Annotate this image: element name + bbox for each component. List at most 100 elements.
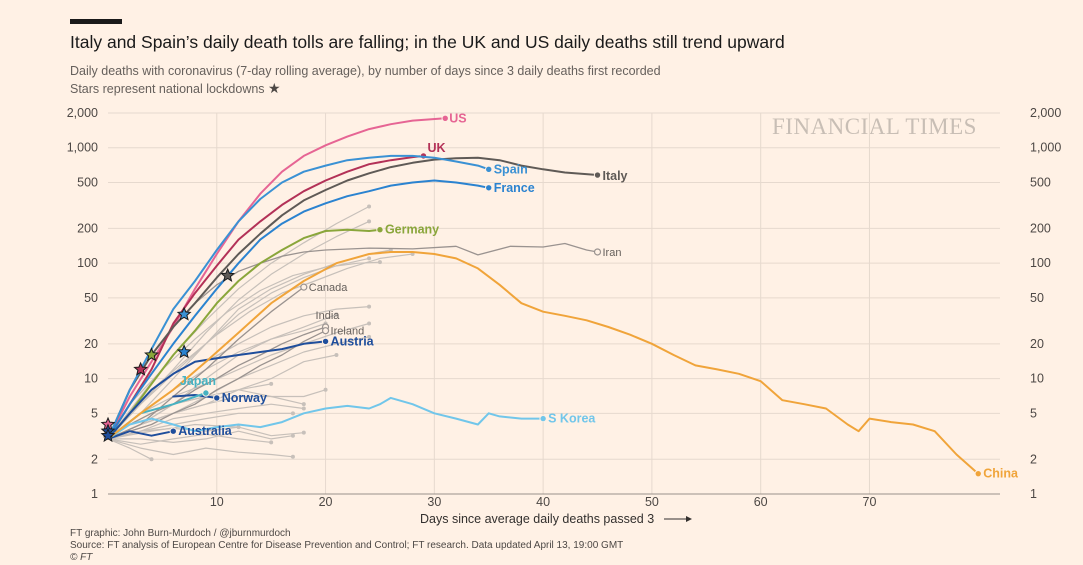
- background-series-endpoint: [323, 387, 328, 392]
- background-series-endpoint: [269, 381, 274, 386]
- x-axis-label: Days since average daily deaths passed 3: [420, 512, 654, 526]
- background-series-endpoint: [334, 353, 339, 358]
- y-tick-label-left: 2: [91, 452, 98, 466]
- series-line-uk: [107, 154, 425, 440]
- series-endpoint-germany: [376, 225, 384, 234]
- y-tick-label-left: 100: [77, 256, 98, 270]
- series-line-germany: [107, 228, 381, 440]
- series-endpoint-iran: [593, 248, 602, 256]
- series-line-canada: [107, 286, 305, 440]
- y-tick-label-left: 10: [84, 372, 98, 386]
- series-label-norway: Norway: [222, 391, 267, 405]
- y-tick-label-right: 1,000: [1030, 141, 1061, 155]
- series-label-uk: UK: [427, 141, 445, 155]
- series-line-australia: [107, 430, 175, 440]
- series-endpoint-norway: [213, 394, 221, 402]
- series-label-s-korea: S Korea: [548, 412, 596, 426]
- series-line-france: [107, 179, 490, 440]
- background-series-line: [107, 322, 370, 440]
- y-tick-label-right: 50: [1030, 291, 1044, 305]
- background-series-endpoint: [367, 304, 372, 309]
- background-series-endpoint: [377, 260, 382, 265]
- y-tick-label-left: 5: [91, 406, 98, 420]
- series-label-canada: Canada: [309, 282, 348, 294]
- series-endpoint-china: [974, 469, 982, 478]
- lockdown-star-france: [176, 344, 192, 359]
- background-series-line: [108, 430, 293, 443]
- series-label-france: France: [494, 181, 535, 195]
- series-label-australia: Australia: [178, 424, 233, 438]
- series-line-ireland: [107, 330, 326, 440]
- series-endpoint-italy: [593, 171, 602, 179]
- background-series-line: [107, 426, 304, 440]
- background-series-endpoint: [367, 334, 372, 339]
- background-series-endpoint: [367, 321, 372, 326]
- y-tick-label-left: 1,000: [67, 141, 98, 155]
- star-icon: ★: [268, 80, 281, 96]
- x-tick-label: 60: [754, 495, 768, 509]
- background-series-line: [107, 220, 370, 440]
- ft-watermark: FINANCIAL TIMES: [772, 114, 977, 139]
- y-tick-label-left: 200: [77, 221, 98, 235]
- y-tick-label-right: 5: [1030, 406, 1037, 420]
- series-endpoint-australia: [169, 427, 177, 435]
- background-series-endpoint: [290, 411, 295, 416]
- series-label-us: US: [449, 111, 466, 125]
- background-series-endpoint: [290, 433, 295, 438]
- y-tick-label-right: 200: [1030, 221, 1051, 235]
- series-endpoint-austria: [321, 337, 330, 346]
- y-tick-label-right: 10: [1030, 372, 1044, 386]
- background-series-endpoint: [301, 402, 306, 407]
- background-series-endpoint: [367, 256, 372, 261]
- series-line-india: [107, 326, 326, 440]
- y-tick-label-left: 1: [91, 487, 98, 501]
- background-series-line: [107, 261, 381, 440]
- background-series-line: [107, 354, 337, 440]
- series-label-germany: Germany: [385, 223, 439, 237]
- y-tick-label-right: 2: [1030, 452, 1037, 466]
- series-label-iran: Iran: [603, 247, 622, 259]
- series-endpoint-us: [441, 114, 449, 122]
- title-accent-bar: [70, 19, 122, 24]
- series-endpoint-spain: [485, 165, 493, 174]
- x-tick-label: 10: [210, 495, 224, 509]
- chart-title: Italy and Spain’s daily death tolls are …: [70, 32, 785, 52]
- y-tick-label-right: 2,000: [1030, 106, 1061, 120]
- series-label-india: India: [316, 310, 341, 322]
- series-endpoint-japan: [202, 389, 210, 397]
- x-tick-label: 30: [427, 495, 441, 509]
- background-series-endpoint: [269, 440, 274, 445]
- x-tick-label: 70: [863, 495, 877, 509]
- background-series-endpoint: [334, 312, 339, 317]
- series-label-ireland: Ireland: [331, 326, 365, 338]
- series-endpoint-ireland: [321, 327, 330, 335]
- footer-credit: FT graphic: John Burn-Murdoch / @jburnmu…: [70, 528, 291, 539]
- y-tick-label-left: 2,000: [67, 106, 98, 120]
- series-label-spain: Spain: [494, 162, 528, 176]
- background-series-endpoint: [301, 406, 306, 411]
- lockdown-star-italy: [220, 267, 236, 282]
- series-line-austria: [107, 340, 327, 440]
- series-line-china: [107, 251, 980, 475]
- lockdown-star-uk: [133, 361, 149, 376]
- series-label-italy: Italy: [603, 169, 628, 183]
- star-note-text: Stars represent national lockdowns: [70, 82, 265, 96]
- y-tick-label-right: 100: [1030, 256, 1051, 270]
- series-endpoint-france: [485, 184, 493, 192]
- x-tick-label: 40: [536, 495, 550, 509]
- background-series-line: [107, 433, 272, 445]
- y-tick-label-right: 500: [1030, 175, 1051, 189]
- series-line-norway: [172, 394, 218, 399]
- background-series-endpoint: [301, 430, 306, 435]
- background-series-endpoint: [367, 219, 372, 224]
- y-tick-label-left: 50: [84, 291, 98, 305]
- series-label-austria: Austria: [331, 334, 375, 348]
- footer-source: Source: FT analysis of European Centre f…: [70, 540, 624, 551]
- background-series-endpoint: [367, 204, 372, 209]
- x-tick-label: 20: [319, 495, 333, 509]
- series-endpoint-s-korea: [539, 414, 547, 423]
- series-endpoint-canada: [300, 283, 308, 291]
- lockdown-star-germany: [144, 347, 159, 362]
